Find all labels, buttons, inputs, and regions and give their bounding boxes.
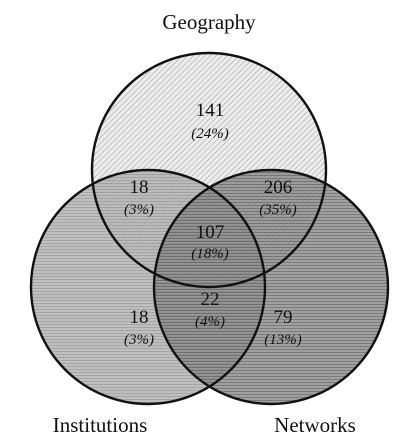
institutions-label: Institutions	[53, 413, 148, 437]
geography-institutions-percent: (3%)	[124, 202, 154, 218]
networks-only-count: 79	[274, 307, 293, 328]
geography-outline	[90, 51, 328, 289]
all-three-count: 107	[196, 222, 225, 243]
institutions-networks-count: 22	[201, 289, 220, 310]
geography-only-count: 141	[196, 100, 225, 121]
institutions-networks-percent: (4%)	[195, 314, 225, 330]
institutions-outline	[29, 168, 267, 406]
geography-networks-count: 206	[264, 177, 293, 198]
all-three-percent: (18%)	[191, 246, 229, 262]
geography-networks-percent: (35%)	[259, 202, 297, 218]
networks-label: Networks	[274, 413, 356, 437]
networks-only-percent: (13%)	[264, 332, 302, 348]
geography-institutions-count: 18	[130, 177, 149, 198]
institutions-only-count: 18	[130, 307, 149, 328]
geography-label: Geography	[162, 10, 256, 34]
networks-outline	[152, 168, 390, 406]
institutions-only-percent: (3%)	[124, 332, 154, 348]
networks-circle	[154, 170, 388, 404]
geography-only-percent: (24%)	[191, 126, 229, 142]
